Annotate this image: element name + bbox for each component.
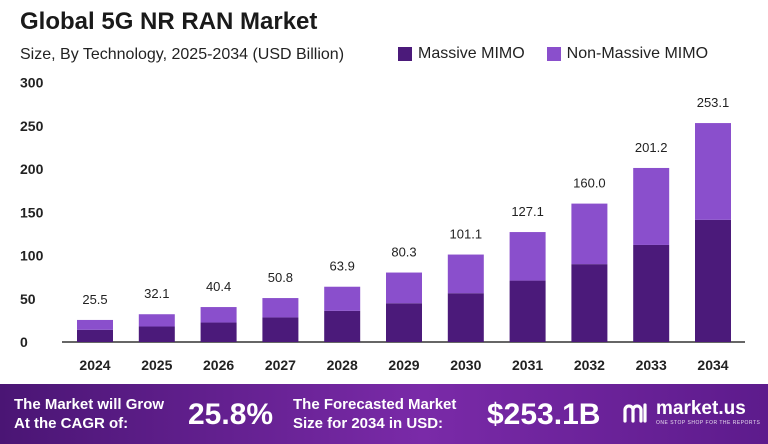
bar-non-massive-mimo [386,272,422,304]
forecast-label-line2: Size for 2034 in USD: [293,415,444,432]
data-label: 160.0 [573,176,606,191]
x-tick-label: 2029 [388,357,419,373]
legend-swatch-non-massive-mimo [546,47,561,61]
footer-banner: The Market will Grow At the CAGR of: 25.… [0,384,768,444]
cagr-label-line1: The Market will Grow [14,396,165,413]
bar-massive-mimo [77,329,113,342]
bar-non-massive-mimo [695,123,731,220]
x-tick-label: 2026 [203,357,234,373]
bar-massive-mimo [695,219,731,342]
data-label: 127.1 [511,204,544,219]
brand-name: market.us [656,398,746,419]
legend: Massive MIMO Non-Massive MIMO [398,45,708,63]
forecast-value: $253.1B [487,398,601,431]
chart-subtitle: Size, By Technology, 2025-2034 (USD Bill… [20,46,345,63]
legend-swatch-massive-mimo [398,47,412,61]
bar-non-massive-mimo [571,203,608,265]
data-label: 80.3 [391,245,416,260]
bar-non-massive-mimo [138,314,175,327]
bar-massive-mimo [138,326,175,342]
chart-title: Global 5G NR RAN Market [20,8,318,35]
data-label: 201.2 [635,140,668,155]
bar-non-massive-mimo [200,307,237,323]
brand-logo: market.us ONE STOP SHOP FOR THE REPORTS [622,398,760,426]
y-tick-label: 100 [20,248,44,264]
bar-massive-mimo [262,317,299,342]
data-label: 101.1 [450,227,483,242]
x-tick-label: 2025 [141,357,172,373]
data-label: 253.1 [697,95,730,110]
bar-non-massive-mimo [324,286,361,311]
y-tick-label: 0 [20,334,28,350]
bar-chart: 0 50 100 150 200 250 300 25.5 2024 32.1 2025 40.4 20… [20,75,745,373]
legend-item-non-massive-mimo: Non-Massive MIMO [546,45,709,63]
cagr-label: The Market will Grow At the CAGR of: [14,395,164,433]
legend-label-non-massive-mimo: Non-Massive MIMO [566,45,709,62]
x-tick-label: 2028 [327,357,358,373]
bar-massive-mimo [571,264,608,342]
legend-label-massive-mimo: Massive MIMO [418,45,525,62]
data-label: 40.4 [206,279,231,294]
x-tick-label: 2031 [512,357,543,373]
forecast-label-line1: The Forecasted Market [293,396,457,413]
bar-non-massive-mimo [262,298,299,318]
data-label: 25.5 [82,292,107,307]
y-tick-label: 250 [20,118,44,134]
x-tick-label: 2033 [636,357,667,373]
bar-massive-mimo [633,244,670,342]
forecast-label: The Forecasted Market Size for 2034 in U… [293,395,456,433]
bar-massive-mimo [386,303,422,342]
y-tick-label: 300 [20,75,44,91]
bar-non-massive-mimo [633,167,670,245]
bar-massive-mimo [447,293,484,342]
y-tick-label: 50 [20,291,36,307]
legend-item-massive-mimo: Massive MIMO [398,45,525,63]
bar-non-massive-mimo [447,254,484,294]
data-label: 50.8 [268,270,293,285]
data-label: 32.1 [144,286,169,301]
data-label: 63.9 [330,259,355,274]
bar-massive-mimo [509,280,546,342]
y-tick-label: 200 [20,161,44,177]
brand-tagline: ONE STOP SHOP FOR THE REPORTS [656,420,761,426]
cagr-value: 25.8% [188,398,274,431]
x-tick-label: 2024 [79,357,110,373]
x-tick-label: 2034 [697,357,728,373]
bar-massive-mimo [200,322,237,342]
bar-non-massive-mimo [77,319,113,330]
bar-non-massive-mimo [509,232,546,281]
x-tick-label: 2027 [265,357,296,373]
market-us-logo-icon [623,403,647,423]
cagr-label-line2: At the CAGR of: [14,415,129,432]
y-tick-label: 150 [20,204,44,220]
x-tick-label: 2032 [574,357,605,373]
x-tick-label: 2030 [450,357,481,373]
bar-massive-mimo [324,310,361,342]
